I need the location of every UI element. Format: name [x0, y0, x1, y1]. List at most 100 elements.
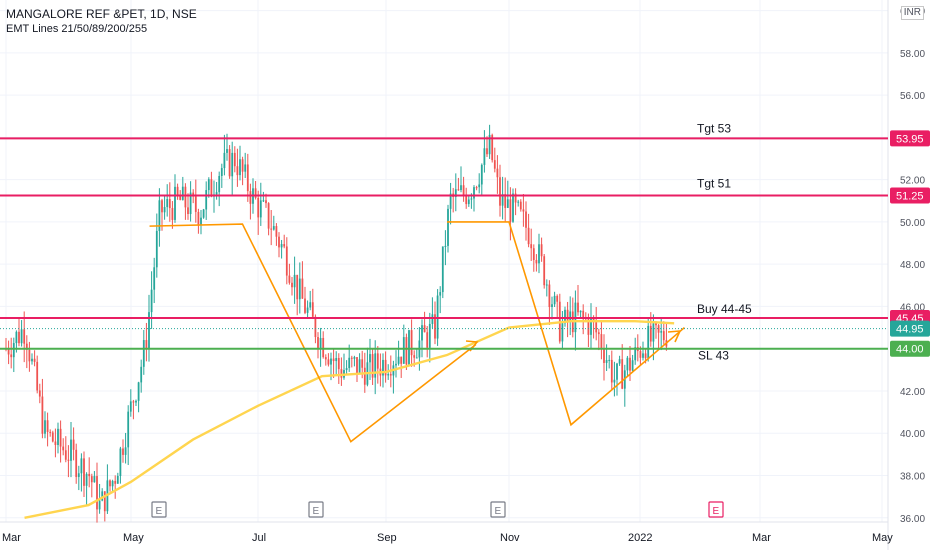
candle-body	[595, 322, 598, 333]
candle-body	[90, 476, 93, 483]
candle-body	[127, 411, 130, 448]
candle-body	[400, 356, 403, 364]
candle-body	[447, 208, 449, 246]
y-tick-label: 56.00	[900, 91, 925, 102]
symbol-title[interactable]: MANGALORE REF &PET, 1D, NSE	[6, 7, 197, 21]
candle-body	[109, 480, 111, 487]
x-tick-label: Jul	[252, 532, 266, 544]
candle-body	[530, 244, 533, 249]
candle-body	[340, 369, 343, 378]
candle-body	[23, 329, 26, 344]
candle-body	[509, 199, 512, 222]
candle-body	[280, 244, 283, 248]
candle-body	[207, 179, 210, 191]
last-price-badge: 44.95	[896, 324, 924, 336]
candle-body	[548, 284, 551, 308]
earnings-marker[interactable]	[151, 501, 167, 518]
level-label: Buy 44-45	[697, 302, 752, 316]
price-badge: 51.25	[896, 190, 924, 202]
x-tick-label: 2022	[628, 532, 652, 544]
candle-body	[111, 480, 114, 487]
candle-body	[535, 259, 538, 264]
level-label: SL 43	[698, 349, 729, 363]
candle-body	[241, 159, 244, 172]
candle-body	[423, 325, 426, 333]
candle-body	[72, 439, 75, 450]
y-tick-label: 36.00	[900, 514, 925, 525]
earnings-marker[interactable]	[490, 501, 506, 518]
candle-body	[244, 164, 247, 172]
candle-body	[226, 149, 228, 153]
candle-body	[413, 355, 416, 358]
candle-body	[116, 475, 119, 484]
candle-body	[254, 188, 257, 198]
candle-body	[519, 201, 522, 210]
candle-body	[38, 390, 41, 397]
candle-body	[163, 207, 166, 213]
y-tick-label: 50.00	[900, 218, 925, 229]
candle-body	[137, 382, 140, 401]
candle-body	[551, 304, 553, 308]
indicator-label[interactable]: EMT Lines 21/50/89/200/255	[6, 23, 148, 35]
candle-body	[421, 325, 423, 341]
earnings-marker-label: E	[313, 506, 320, 517]
candle-body	[395, 363, 397, 366]
earnings-marker[interactable]	[708, 501, 724, 518]
candle-body	[142, 340, 145, 367]
candle-body	[36, 361, 39, 391]
candle-body	[96, 476, 98, 510]
earnings-marker[interactable]	[308, 501, 324, 518]
candle-body	[616, 363, 618, 380]
candle-body	[304, 298, 306, 313]
candle-body	[506, 199, 509, 208]
candle-body	[345, 368, 348, 371]
candle-body	[634, 347, 637, 361]
candle-body	[83, 458, 85, 486]
candle-body	[543, 256, 546, 286]
candle-body	[358, 359, 361, 374]
candle-body	[335, 357, 338, 362]
candle-body	[62, 446, 65, 451]
candle-body	[629, 357, 631, 371]
candle-body	[77, 473, 80, 478]
level-label: Tgt 53	[697, 121, 731, 135]
candle-body	[51, 432, 54, 442]
candle-body	[374, 353, 377, 378]
candle-body	[483, 148, 486, 165]
candle-body	[493, 160, 496, 169]
candle-body	[610, 359, 613, 383]
candle-body	[33, 358, 36, 362]
candle-body	[70, 439, 72, 461]
earnings-marker-label: E	[713, 506, 720, 517]
candle-body	[428, 323, 431, 348]
candle-body	[577, 302, 579, 313]
candle-body	[101, 491, 104, 501]
candle-body	[353, 357, 356, 359]
candle-body	[470, 198, 473, 200]
candle-body	[314, 316, 317, 338]
candle-body	[603, 349, 605, 363]
candle-body	[148, 312, 150, 349]
x-tick-label: Mar	[752, 532, 771, 544]
candle-body	[415, 357, 418, 359]
candle-body	[631, 360, 634, 371]
candle-body	[480, 164, 483, 185]
candle-body	[387, 374, 390, 376]
candle-body	[54, 441, 57, 445]
candle-body	[46, 420, 49, 432]
candle-body	[410, 330, 413, 356]
candle-body	[293, 274, 296, 288]
candle-body	[486, 148, 488, 155]
candle-body	[122, 448, 124, 455]
candle-body	[57, 428, 59, 445]
price-badge-bg	[890, 130, 930, 147]
candle-body	[220, 168, 223, 176]
candle-body	[639, 351, 642, 358]
candle-body	[491, 134, 494, 161]
candle-body	[330, 358, 332, 365]
candle-body	[517, 201, 520, 203]
y-tick-label: 38.00	[900, 472, 925, 483]
candle-body	[350, 357, 353, 359]
candle-body	[20, 329, 23, 344]
y-tick-label: 52.00	[900, 176, 925, 187]
